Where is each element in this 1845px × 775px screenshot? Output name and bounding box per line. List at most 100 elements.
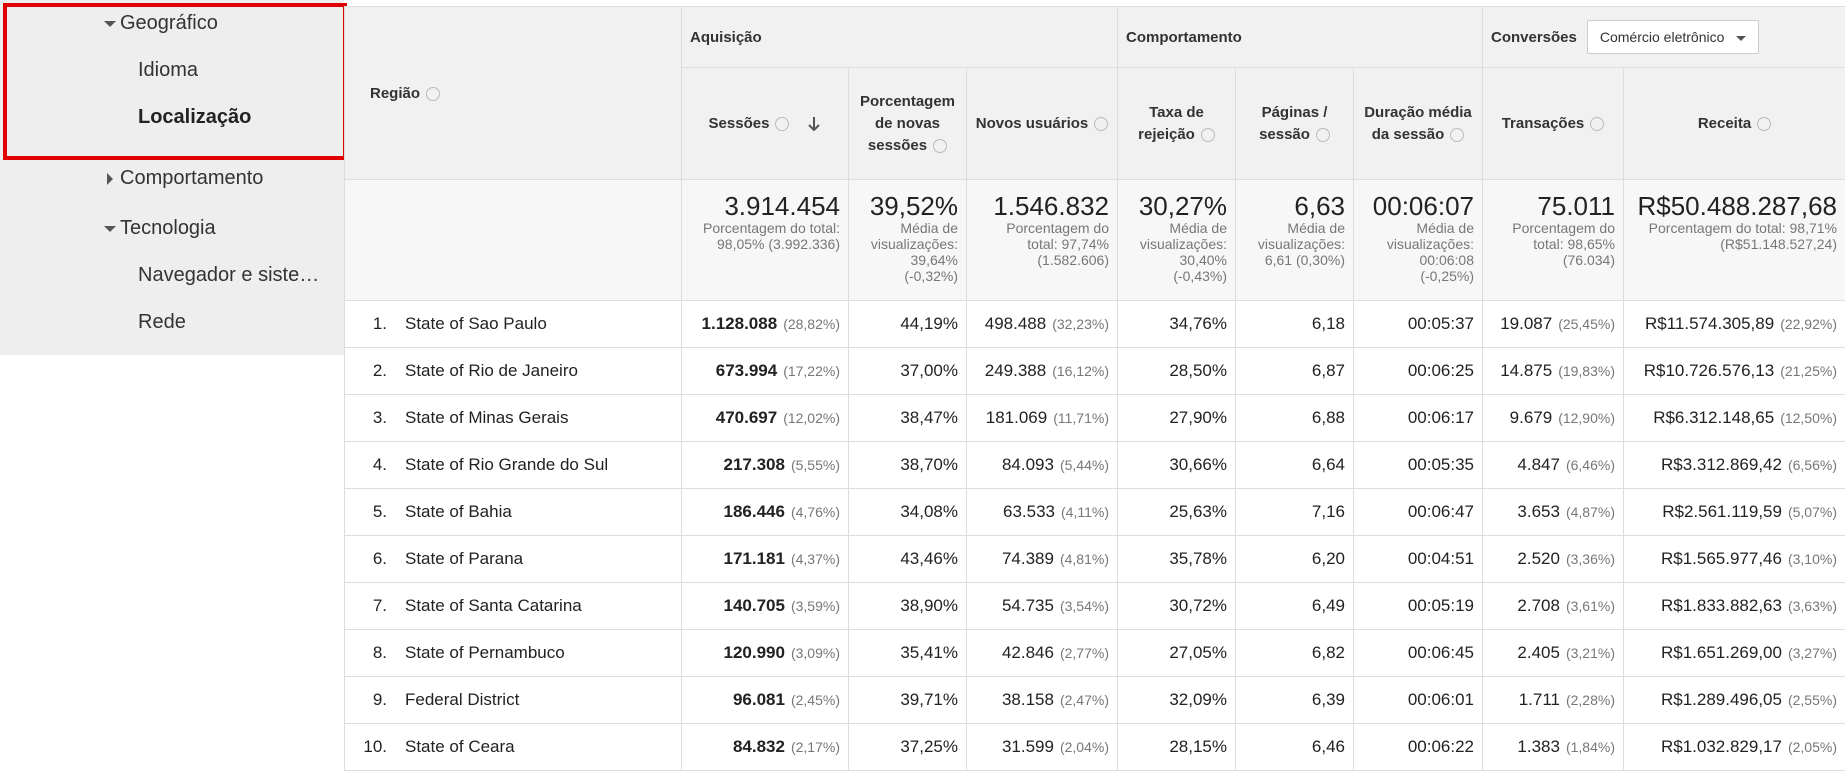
column-header[interactable]: Receita bbox=[1623, 67, 1845, 180]
metric-cell: 00:06:25 bbox=[1353, 347, 1483, 395]
metric-value: 00:04:51 bbox=[1407, 549, 1474, 568]
metric-select[interactable]: Comércio eletrônico bbox=[1586, 20, 1760, 54]
region-cell: 8. State of Pernambuco bbox=[344, 629, 682, 677]
region-link[interactable]: Federal District bbox=[405, 690, 520, 709]
rank: 7. bbox=[372, 596, 387, 615]
metric-value: 38,70% bbox=[900, 455, 958, 474]
region-link[interactable]: State of Santa Catarina bbox=[405, 596, 582, 615]
rank: 8. bbox=[372, 643, 387, 662]
metric-value: 00:06:17 bbox=[1407, 408, 1474, 427]
metric-share: (12,50%) bbox=[1780, 410, 1837, 426]
metric-value: R$11.574.305,89 bbox=[1645, 314, 1775, 333]
help-icon bbox=[1590, 116, 1605, 131]
column-header[interactable]: Duração média da sessão bbox=[1353, 67, 1483, 180]
sidebar-item[interactable]: Comportamento bbox=[120, 167, 264, 189]
metric-share: (3,36%) bbox=[1565, 551, 1615, 567]
column-label: Taxa de rejeição bbox=[1138, 103, 1204, 143]
metric-cell: 2.520 (3,36%) bbox=[1482, 535, 1624, 583]
metric-share: (3,61%) bbox=[1565, 598, 1615, 614]
sidebar-item[interactable]: Navegador e siste… bbox=[138, 264, 320, 286]
metric-value: 43,46% bbox=[900, 549, 958, 568]
metric-cell: 171.181 (4,37%) bbox=[681, 535, 849, 583]
data-row: 10. State of Ceara 84.832 (2,17%) 37,25% 31.5… bbox=[344, 723, 1845, 771]
metric-cell: 6,88 bbox=[1235, 394, 1354, 442]
metric-cell: 3.653 (4,87%) bbox=[1482, 488, 1624, 536]
sidebar-item[interactable]: Localização bbox=[138, 106, 252, 128]
total-cell: 00:06:07 Média de visualizações: 00:06:08… bbox=[1353, 179, 1483, 301]
metric-value: 35,41% bbox=[900, 643, 958, 662]
metric-cell: 00:05:19 bbox=[1353, 582, 1483, 630]
total-value: R$50.488.287,68 bbox=[1637, 191, 1837, 221]
sidebar-item[interactable]: Tecnologia bbox=[120, 217, 216, 239]
column-header[interactable]: Taxa de rejeição bbox=[1117, 67, 1236, 180]
metric-value: 74.389 bbox=[1001, 549, 1054, 568]
metric-share: (3,27%) bbox=[1787, 645, 1837, 661]
metric-share: (2,77%) bbox=[1059, 645, 1109, 661]
metric-value: 84.832 bbox=[732, 737, 785, 756]
metric-cell: 00:06:22 bbox=[1353, 723, 1483, 771]
help-icon bbox=[1757, 116, 1772, 131]
data-row: 2. State of Rio de Janeiro 673.994 (17,22%)… bbox=[344, 347, 1845, 395]
region-header[interactable]: Região bbox=[344, 6, 682, 180]
column-header[interactable]: Transações bbox=[1482, 67, 1624, 180]
data-row: 1. State of Sao Paulo 1.128.088 (28,82%) 44,… bbox=[344, 300, 1845, 348]
metric-value: R$6.312.148,65 bbox=[1653, 408, 1775, 427]
region-link[interactable]: State of Rio de Janeiro bbox=[405, 361, 578, 380]
metric-cell: 00:06:01 bbox=[1353, 676, 1483, 724]
metric-value: 34,08% bbox=[900, 502, 958, 521]
region-link[interactable]: State of Minas Gerais bbox=[405, 408, 569, 427]
total-value: 00:06:07 bbox=[1372, 191, 1474, 221]
sidebar-item[interactable]: Idioma bbox=[138, 59, 199, 81]
metric-cell: 38,90% bbox=[848, 582, 967, 630]
region-link[interactable]: State of Pernambuco bbox=[405, 643, 565, 662]
region-link[interactable]: State of Sao Paulo bbox=[405, 314, 547, 333]
metric-share: (2,28%) bbox=[1565, 692, 1615, 708]
column-header[interactable]: Sessões bbox=[681, 67, 849, 180]
metric-cell: 96.081 (2,45%) bbox=[681, 676, 849, 724]
region-link[interactable]: State of Rio Grande do Sul bbox=[405, 455, 609, 474]
metric-value: R$1.032.829,17 bbox=[1660, 737, 1782, 756]
metric-cell: 32,09% bbox=[1117, 676, 1236, 724]
metric-value: 34,76% bbox=[1169, 314, 1227, 333]
metric-value: 38.158 bbox=[1001, 690, 1054, 709]
region-link[interactable]: State of Parana bbox=[405, 549, 524, 568]
metric-value: 00:05:19 bbox=[1407, 596, 1474, 615]
sidebar-item[interactable]: Rede bbox=[138, 311, 186, 333]
metric-cell: 6,49 bbox=[1235, 582, 1354, 630]
total-note: Média de visualizações: 6,61 (0,30%) bbox=[1257, 220, 1345, 268]
column-header[interactable]: Novos usuários bbox=[966, 67, 1118, 180]
data-row: 9. Federal District 96.081 (2,45%) 39,71% 38.… bbox=[344, 676, 1845, 724]
rank: 10. bbox=[363, 737, 387, 756]
rank: 2. bbox=[372, 361, 387, 380]
column-header[interactable]: Porcentagem de novas sessões bbox=[848, 67, 967, 180]
metric-value: 249.388 bbox=[984, 361, 1047, 380]
metric-cell: 2.708 (3,61%) bbox=[1482, 582, 1624, 630]
rank: 6. bbox=[372, 549, 387, 568]
metric-cell: 37,25% bbox=[848, 723, 967, 771]
sort-arrow bbox=[808, 116, 821, 131]
metric-value: 38,47% bbox=[900, 408, 958, 427]
metric-value: 32,09% bbox=[1169, 690, 1227, 709]
metric-value: 6,39 bbox=[1311, 690, 1345, 709]
highlight-box bbox=[3, 3, 347, 160]
sidebar-item[interactable]: Geográfico bbox=[120, 12, 218, 34]
metric-share: (22,92%) bbox=[1780, 316, 1837, 332]
metric-cell: 186.446 (4,76%) bbox=[681, 488, 849, 536]
region-link[interactable]: State of Ceara bbox=[405, 737, 515, 756]
metric-value: 186.446 bbox=[723, 502, 785, 521]
metric-cell: 00:06:47 bbox=[1353, 488, 1483, 536]
metric-cell: R$3.312.869,42 (6,56%) bbox=[1623, 441, 1845, 489]
metric-value: 1.383 bbox=[1517, 737, 1560, 756]
metric-cell: 1.711 (2,28%) bbox=[1482, 676, 1624, 724]
rank: 5. bbox=[372, 502, 387, 521]
metric-value: 00:06:45 bbox=[1407, 643, 1474, 662]
column-header[interactable]: Páginas / sessão bbox=[1235, 67, 1354, 180]
rank: 3. bbox=[372, 408, 387, 427]
metric-cell: R$1.032.829,17 (2,05%) bbox=[1623, 723, 1845, 771]
metric-cell: 38.158 (2,47%) bbox=[966, 676, 1118, 724]
region-link[interactable]: State of Bahia bbox=[405, 502, 512, 521]
metric-cell: 34,76% bbox=[1117, 300, 1236, 348]
metric-share: (4,11%) bbox=[1061, 504, 1109, 520]
data-row: 8. State of Pernambuco 120.990 (3,09%) 35,41… bbox=[344, 629, 1845, 677]
